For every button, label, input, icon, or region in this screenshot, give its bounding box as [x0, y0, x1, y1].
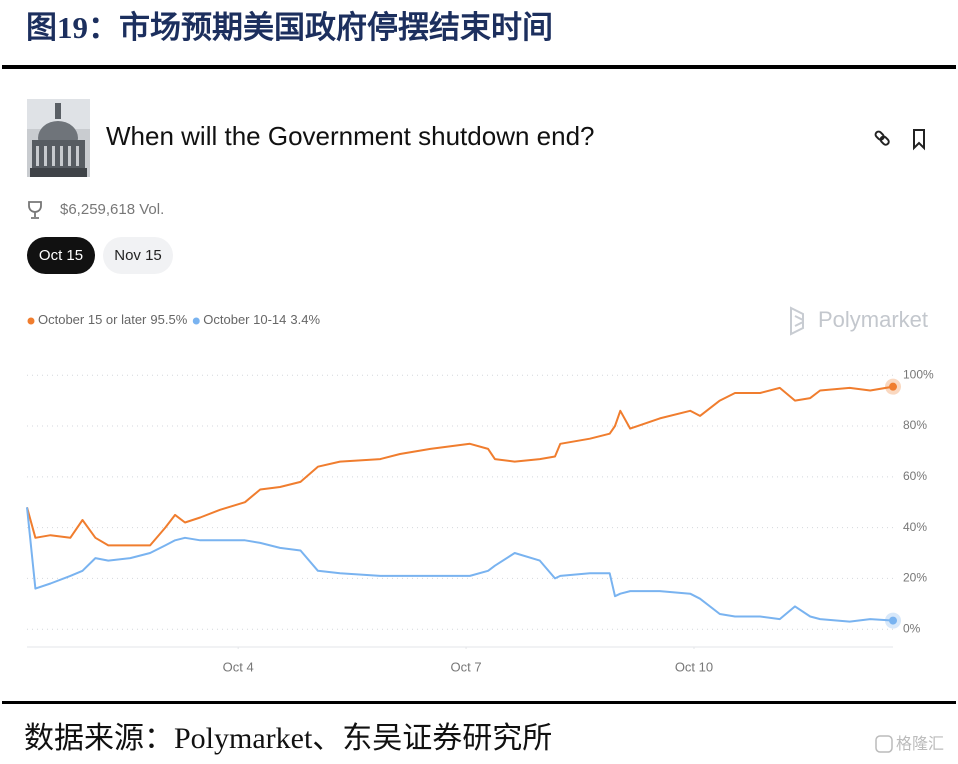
- legend-dot: [192, 317, 200, 325]
- legend-entry: October 10-14 3.4%: [203, 312, 320, 327]
- x-tick-label: Oct 7: [451, 659, 482, 674]
- legend: October 15 or later 95.5% October 10-14 3.4…: [27, 312, 320, 327]
- trophy-icon: [28, 201, 42, 219]
- legend-value: 95.5%: [150, 312, 187, 327]
- bookmark-icon[interactable]: [913, 129, 925, 151]
- volume: $6,259,618 Vol.: [60, 201, 164, 218]
- watermark-icon: [875, 735, 893, 753]
- series-line: [26, 385, 894, 547]
- y-tick-label: 100%: [903, 367, 934, 381]
- tab-label[interactable]: Oct 15: [39, 247, 83, 264]
- end-point: [889, 616, 897, 625]
- legend-entry: October 15 or later 95.5%: [38, 312, 188, 327]
- x-tick-label: Oct 10: [675, 659, 713, 674]
- plot: 0% 20% 40% 60% 80% 100% Oct 4 Oct 7 Oct 10: [26, 367, 934, 674]
- link-icon[interactable]: [874, 130, 890, 146]
- y-tick-label: 80%: [903, 418, 927, 432]
- legend-dot: [27, 317, 35, 325]
- end-point: [889, 382, 897, 391]
- tabs: Oct 15 Nov 15: [27, 237, 173, 274]
- bottom-rule: [2, 701, 956, 704]
- y-tick-label: 20%: [903, 571, 927, 585]
- watermark: 格隆汇: [896, 735, 944, 753]
- market-image: [27, 99, 90, 177]
- legend-name: October 15 or later: [38, 312, 147, 327]
- brand-logo: [790, 306, 804, 336]
- top-rule: [2, 65, 956, 69]
- tab[interactable]: [27, 237, 95, 274]
- y-tick-label: 60%: [903, 469, 927, 483]
- brand-name: Polymarket: [818, 307, 928, 332]
- legend-value: 3.4%: [290, 312, 320, 327]
- legend-name: October 10-14: [203, 312, 286, 327]
- y-tick-label: 40%: [903, 520, 927, 534]
- y-tick-label: 0%: [903, 621, 921, 635]
- tab-label[interactable]: Nov 15: [114, 247, 162, 264]
- source: 数据来源：Polymarket、东吴证券研究所: [24, 722, 552, 755]
- figure-title: 图19：市场预期美国政府停摆结束时间: [26, 10, 553, 45]
- x-tick-label: Oct 4: [223, 659, 254, 674]
- market-title: When will the Government shutdown end?: [106, 121, 595, 151]
- tab[interactable]: [103, 237, 173, 274]
- series-line: [26, 507, 894, 623]
